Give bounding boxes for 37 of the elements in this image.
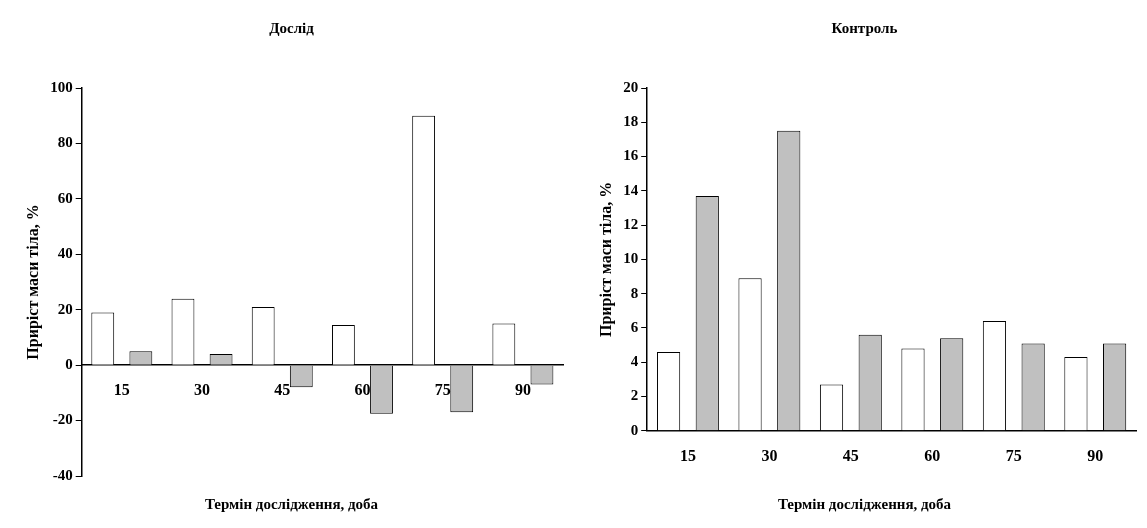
y-tick-label: 8 [630,284,639,301]
x-tick-label: 15 [113,380,130,398]
x-tick-label: 30 [194,380,211,398]
y-tick-label: 40 [57,245,73,262]
x-tick-label: 75 [434,380,451,398]
y-tick-label: -20 [52,411,73,428]
y-tick-label: 0 [65,356,73,373]
y-axis-title: Приріст маси тіла, % [596,181,615,338]
x-tick-label: 60 [354,380,371,398]
x-tick-label: 90 [1087,446,1104,464]
chart-title: Дослід [269,19,315,36]
y-axis-title: Приріст маси тіла, % [23,204,42,360]
y-tick-label: 18 [623,113,639,130]
x-tick-label: 30 [761,446,778,464]
y-tick-label: 20 [623,78,639,95]
y-tick-label: 14 [623,181,639,198]
y-tick-label: 2 [630,387,639,404]
y-tick-label: 4 [630,353,639,370]
x-tick-label: 75 [1005,446,1022,464]
x-tick-label: 15 [679,446,696,464]
y-tick-label: 12 [623,215,639,232]
y-tick-label: -40 [52,466,73,483]
y-tick-label: 100 [50,78,73,95]
x-tick-label: 45 [842,446,859,464]
y-tick-label: 60 [57,189,73,206]
x-tick-label: 45 [274,380,291,398]
y-tick-label: 10 [623,250,639,267]
y-tick-label: 16 [623,147,639,164]
y-tick-label: 6 [630,318,639,335]
x-axis-title: Термін дослідження, доба [777,495,952,512]
y-tick-label: 20 [57,300,73,317]
chart-title: Контроль [831,19,898,36]
x-tick-label: 60 [924,446,941,464]
y-tick-label: 80 [57,134,73,151]
x-axis-title: Термін дослідження, доба [204,495,379,512]
y-tick-label: 0 [630,421,639,438]
x-tick-label: 90 [514,380,531,398]
